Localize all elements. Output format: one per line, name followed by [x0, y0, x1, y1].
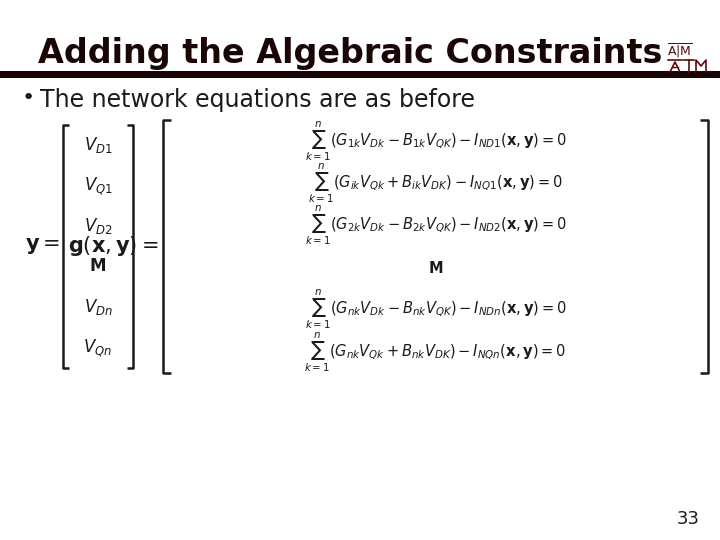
Text: $V_{D1}$: $V_{D1}$: [84, 135, 112, 156]
Text: $V_{Dn}$: $V_{Dn}$: [84, 297, 112, 317]
Text: $\mathbf{M}$: $\mathbf{M}$: [428, 260, 443, 275]
Text: $\sum_{k=1}^{n}\left(G_{nk}V_{Qk}+B_{nk}V_{DK}\right)-I_{NQn}(\mathbf{x},\mathbf: $\sum_{k=1}^{n}\left(G_{nk}V_{Qk}+B_{nk}…: [305, 330, 567, 374]
Text: $V_{Qn}$: $V_{Qn}$: [84, 337, 112, 359]
Text: $\mathbf{M}$: $\mathbf{M}$: [89, 258, 107, 275]
Text: $\mathbf{y} =$: $\mathbf{y} =$: [25, 237, 60, 256]
Text: The network equations are as before: The network equations are as before: [40, 88, 475, 112]
Text: $\sum_{k=1}^{n}\left(G_{1k}V_{Dk}-B_{1k}V_{QK}\right)-I_{ND1}(\mathbf{x},\mathbf: $\sum_{k=1}^{n}\left(G_{1k}V_{Dk}-B_{1k}…: [305, 119, 567, 163]
Text: $\sum_{k=1}^{n}\left(G_{2k}V_{Dk}-B_{2k}V_{QK}\right)-I_{ND2}(\mathbf{x},\mathbf: $\sum_{k=1}^{n}\left(G_{2k}V_{Dk}-B_{2k}…: [305, 204, 567, 247]
Text: $\sum_{k=1}^{n}\left(G_{nk}V_{Dk}-B_{nk}V_{QK}\right)-I_{NDn}(\mathbf{x},\mathbf: $\sum_{k=1}^{n}\left(G_{nk}V_{Dk}-B_{nk}…: [305, 288, 567, 332]
Bar: [0, 71, 720, 78]
Text: $V_{Q1}$: $V_{Q1}$: [84, 175, 112, 197]
Text: •: •: [22, 88, 35, 108]
Text: $\mathrm{\overline{A|M}}$: $\mathrm{\overline{A|M}}$: [667, 42, 693, 60]
Text: Adding the Algebraic Constraints: Adding the Algebraic Constraints: [38, 37, 662, 70]
Text: $V_{D2}$: $V_{D2}$: [84, 216, 112, 237]
Text: $\sum_{k=1}^{n}\left(G_{ik}V_{Qk}+B_{ik}V_{DK}\right)-I_{NQ1}(\mathbf{x},\mathbf: $\sum_{k=1}^{n}\left(G_{ik}V_{Qk}+B_{ik}…: [308, 161, 563, 205]
Text: 33: 33: [677, 510, 700, 528]
Text: $\mathbf{g}(\mathbf{x},\mathbf{y}) =$: $\mathbf{g}(\mathbf{x},\mathbf{y}) =$: [68, 234, 158, 259]
